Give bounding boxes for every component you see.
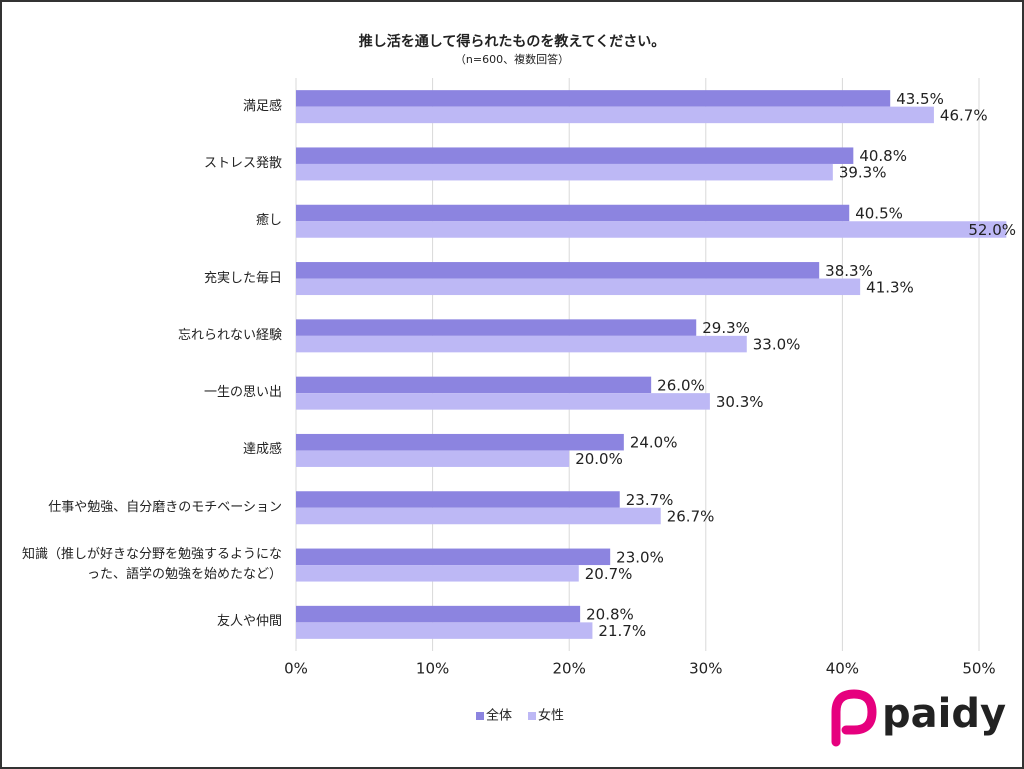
logo-icon	[831, 689, 877, 747]
legend-swatch	[476, 712, 484, 720]
value-label: 24.0%	[630, 434, 678, 452]
x-tick-label: 20%	[553, 660, 586, 678]
bar	[296, 204, 850, 222]
value-label: 39.3%	[839, 164, 887, 182]
bar	[296, 491, 620, 508]
value-label: 52.0%	[968, 221, 1016, 239]
value-label: 30.3%	[716, 393, 764, 411]
x-tick-label: 50%	[962, 660, 995, 678]
bar	[296, 278, 861, 296]
bar	[296, 433, 624, 451]
value-label: 33.0%	[753, 336, 801, 354]
chart-title: 推し活を通して得られたものを教えてください。	[359, 33, 665, 50]
value-label: 23.7%	[626, 491, 674, 509]
value-label: 20.7%	[585, 565, 633, 583]
value-label: 21.7%	[598, 622, 646, 640]
value-label: 43.5%	[896, 90, 944, 108]
bar	[296, 335, 747, 353]
legend-label: 女性	[538, 708, 564, 724]
bar	[296, 319, 697, 336]
logo: paidy	[831, 689, 1006, 747]
bar	[296, 163, 833, 181]
value-label: 40.8%	[859, 147, 907, 165]
value-label: 38.3%	[825, 262, 873, 280]
value-label: 26.0%	[657, 376, 705, 394]
value-label: 26.7%	[667, 508, 715, 526]
y-tick-label: 癒し	[255, 213, 282, 229]
y-tick-label: 充実した毎日	[203, 270, 282, 286]
value-label: 29.3%	[702, 319, 750, 337]
value-label: 23.0%	[616, 548, 664, 566]
value-label: 46.7%	[940, 106, 988, 124]
bar	[296, 565, 579, 582]
y-tick-label: 忘れられない経験	[177, 327, 282, 343]
bar	[296, 221, 1007, 238]
bar	[296, 605, 581, 623]
value-label: 41.3%	[866, 278, 914, 296]
value-label: 40.5%	[855, 205, 903, 223]
value-label: 20.0%	[575, 450, 623, 468]
bar	[296, 393, 710, 410]
y-tick-label: ストレス発散	[203, 155, 282, 171]
legend-label: 全体	[486, 708, 512, 724]
bar	[296, 90, 891, 107]
bar	[296, 450, 570, 467]
value-label: 20.8%	[586, 606, 634, 624]
bar	[296, 548, 611, 566]
x-tick-label: 10%	[416, 660, 449, 678]
x-tick-label: 30%	[689, 660, 722, 678]
x-tick-label: 40%	[826, 660, 859, 678]
chart-subtitle: （n=600、複数回答）	[455, 52, 569, 66]
y-tick-label: 達成感	[242, 442, 282, 458]
y-tick-label: 仕事や勉強、自分磨きのモチベーション	[48, 499, 282, 515]
y-tick-label: 知識（推しが好きな分野を勉強するようになった、語学の勉強を始めたなど）	[21, 547, 282, 583]
bar	[296, 147, 854, 164]
x-tick-label: 0%	[284, 660, 308, 678]
bar	[296, 106, 934, 124]
legend-swatch	[528, 712, 537, 720]
y-tick-label: 満足感	[242, 98, 282, 114]
y-tick-label: 友人や仲間	[216, 614, 282, 630]
bar	[296, 376, 652, 394]
y-tick-label: 一生の思い出	[203, 385, 282, 401]
bar	[296, 507, 661, 525]
bar	[296, 262, 820, 279]
logo-text: paidy	[882, 691, 1006, 737]
bar	[296, 622, 593, 639]
